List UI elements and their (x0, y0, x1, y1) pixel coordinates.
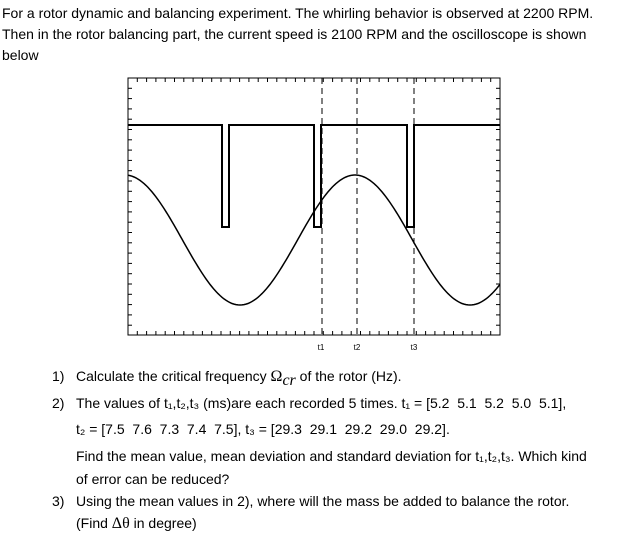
symbol: Ω (270, 368, 283, 385)
text: (Find (76, 515, 112, 531)
oscilloscope: t1 t2 t3 (127, 77, 501, 352)
marker-label: t1 (318, 343, 325, 352)
symbol: Δθ (111, 515, 130, 532)
question-number: 2) (52, 395, 65, 411)
text: Calculate the critical frequency (76, 368, 271, 384)
intro-line: Then in the rotor balancing part, the cu… (2, 26, 587, 42)
question-number: 1) (52, 368, 65, 384)
question-text: Find the mean value, mean deviation and … (76, 448, 587, 464)
sine-wave (127, 174, 501, 306)
square-wave (128, 124, 500, 228)
scope-ticks (127, 77, 500, 335)
intro-line: For a rotor dynamic and balancing experi… (2, 5, 594, 21)
question-text: Calculate the critical frequency Ωcr of … (76, 367, 402, 390)
question-number: 3) (52, 493, 65, 509)
question-text: The values of t₁,t₂,t₃ (ms)are each reco… (76, 395, 567, 411)
marker-label: t2 (354, 343, 361, 352)
question-text: t₂ = [7.5 7.6 7.3 7.4 7.5], t₃ = [29.3 2… (76, 421, 450, 437)
subscript: cr (282, 371, 296, 389)
marker-label: t3 (411, 343, 418, 352)
intro-line: below (2, 47, 39, 63)
text: of the rotor (Hz). (295, 368, 402, 384)
question-text: (Find Δθ in degree) (76, 514, 197, 533)
question-text: Using the mean values in 2), where will … (76, 493, 570, 509)
text: in degree) (129, 515, 197, 531)
question-text: of error can be reduced? (76, 471, 230, 487)
